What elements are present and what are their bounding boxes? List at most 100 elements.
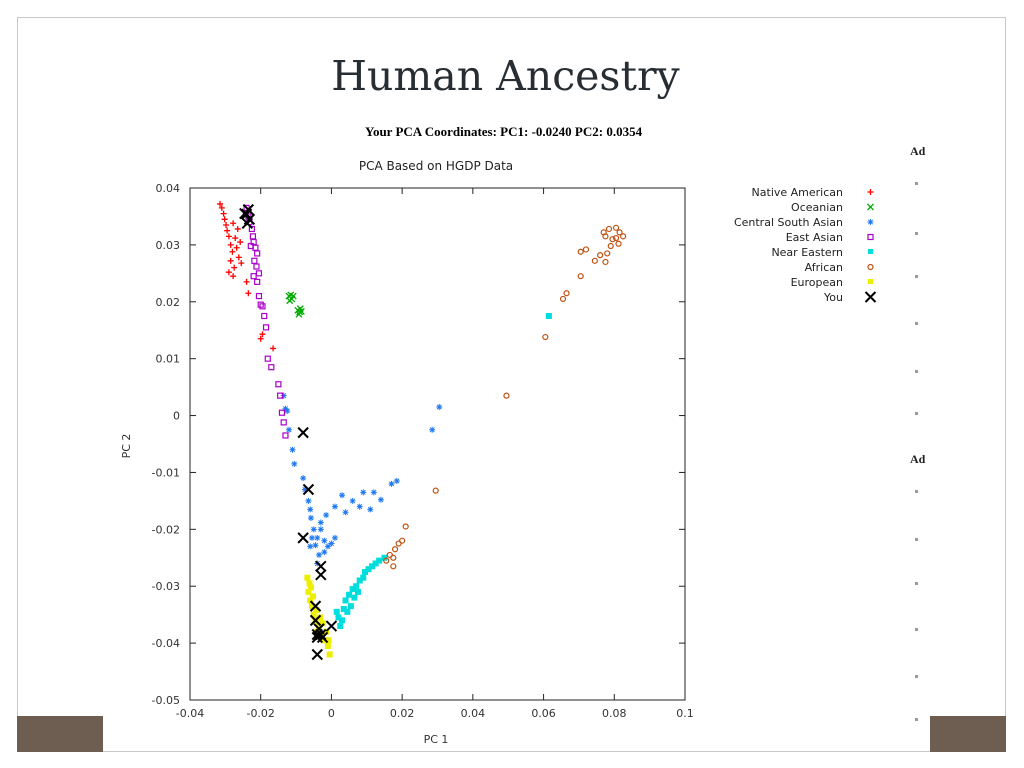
data-point <box>337 623 344 630</box>
pca-coordinates-line: Your PCA Coordinates: PC1: -0.0240 PC2: … <box>365 124 643 139</box>
data-point <box>262 324 270 331</box>
data-point <box>308 534 315 541</box>
data-point <box>237 239 244 246</box>
legend-label: Near Eastern <box>771 246 843 259</box>
data-point <box>297 426 309 439</box>
data-point <box>223 221 230 228</box>
legend-marker <box>867 219 874 225</box>
data-point <box>308 603 315 610</box>
data-point <box>225 269 232 276</box>
x-tick-label: 0.1 <box>676 707 694 720</box>
cropped-mark <box>915 370 918 373</box>
data-point <box>605 225 613 233</box>
series-central-south-asian <box>280 392 443 567</box>
data-point <box>436 404 443 411</box>
chart-title: PCA Based on HGDP Data <box>359 159 513 173</box>
data-point <box>245 290 252 297</box>
cropped-mark <box>915 538 918 541</box>
series-oceanian <box>285 291 305 318</box>
data-point <box>317 519 324 526</box>
data-point <box>307 584 314 591</box>
data-point <box>280 392 287 399</box>
legend: Native American Oceanian Central South Asi… <box>734 186 877 304</box>
data-point <box>302 483 315 496</box>
x-tick-label: 0.04 <box>461 707 486 720</box>
data-point <box>291 460 298 467</box>
data-point <box>369 563 376 570</box>
legend-marker <box>867 233 874 241</box>
data-point <box>612 234 620 242</box>
data-point <box>310 526 317 533</box>
data-point <box>250 273 257 280</box>
legend-label: East Asian <box>786 231 843 244</box>
data-point <box>221 216 228 223</box>
data-point <box>346 591 353 598</box>
data-point <box>365 566 372 573</box>
data-point <box>234 225 241 232</box>
data-point <box>360 489 367 496</box>
data-point <box>310 611 317 618</box>
y-axis-label: PC 2 <box>120 434 133 459</box>
pca-scatter-chart: PCA Based on HGDP Data -0.04 -0.02 0 0.02 0.… <box>120 159 877 746</box>
data-point <box>247 242 254 250</box>
data-point <box>270 345 277 352</box>
data-point <box>305 588 312 595</box>
y-tick-label: -0.02 <box>152 523 180 536</box>
data-point <box>347 603 354 610</box>
y-tick-label: 0 <box>173 410 180 423</box>
legend-marker <box>867 203 874 211</box>
cropped-mark <box>915 675 918 678</box>
legend-marker <box>868 279 873 284</box>
data-point <box>545 313 552 319</box>
data-point <box>314 534 321 541</box>
x-tick-label: -0.02 <box>246 707 274 720</box>
data-point <box>301 486 308 493</box>
data-point <box>255 292 263 300</box>
plot-frame <box>189 187 686 701</box>
data-point <box>607 242 614 250</box>
data-point <box>323 628 330 635</box>
data-point <box>238 260 245 267</box>
data-point <box>577 273 584 280</box>
data-point <box>229 248 236 255</box>
slide-title: Human Ancestry <box>331 52 680 100</box>
x-tick-label: 0.08 <box>602 707 627 720</box>
data-point <box>297 307 305 315</box>
data-point <box>349 497 356 504</box>
data-point <box>241 217 253 229</box>
cropped-mark <box>915 322 918 325</box>
series-east-asian <box>243 204 289 439</box>
data-point <box>309 614 322 627</box>
data-point <box>344 608 351 615</box>
data-point <box>284 408 291 415</box>
cropped-label-top: Ad <box>910 144 926 158</box>
data-point <box>577 248 584 255</box>
data-point <box>257 301 264 308</box>
data-point <box>354 588 361 595</box>
data-point <box>217 200 224 207</box>
data-point <box>218 204 225 211</box>
data-point <box>311 628 323 641</box>
data-point <box>254 250 261 257</box>
data-point <box>356 503 363 510</box>
data-point <box>289 292 297 300</box>
data-point <box>542 333 549 341</box>
data-point <box>253 263 260 270</box>
legend-marker <box>867 263 874 271</box>
data-point <box>277 392 284 399</box>
x-tick-label: 0 <box>328 707 335 720</box>
data-point <box>353 583 360 590</box>
data-point <box>275 381 282 388</box>
data-point <box>239 207 251 220</box>
data-point <box>349 586 356 593</box>
data-point <box>309 600 322 612</box>
y-tick-label: -0.03 <box>152 580 180 593</box>
data-point <box>602 258 609 266</box>
data-point <box>235 254 242 261</box>
data-point <box>429 426 436 433</box>
x-axis-label: PC 1 <box>424 733 449 746</box>
data-point <box>312 542 319 549</box>
data-point <box>388 480 395 487</box>
data-point <box>286 297 294 305</box>
data-point <box>230 273 237 280</box>
